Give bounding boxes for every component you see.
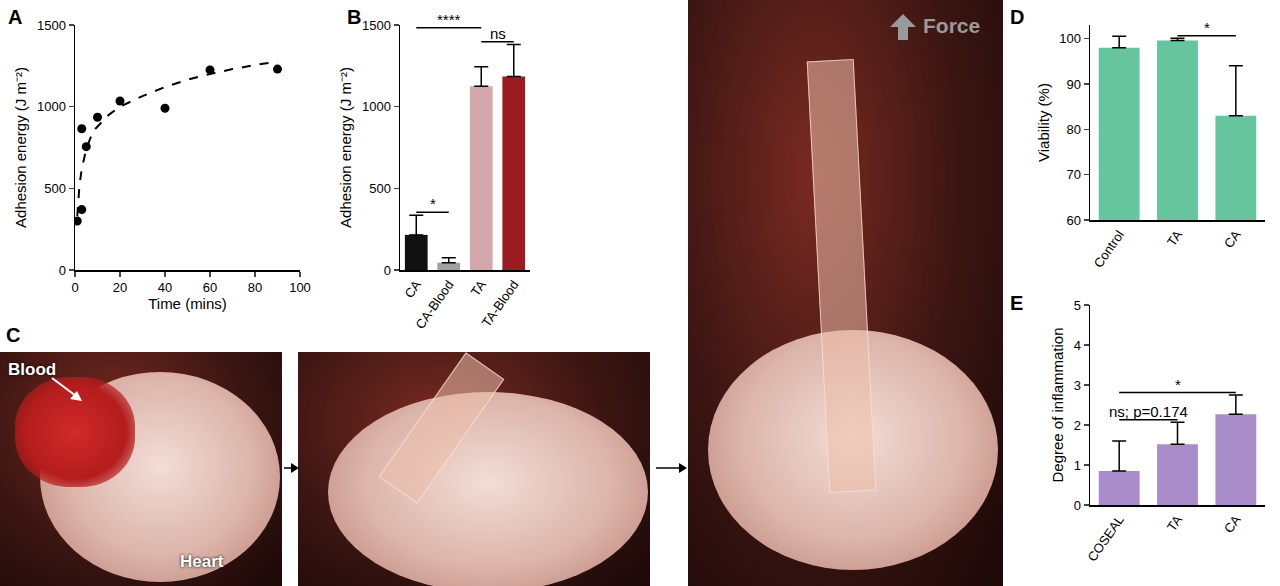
svg-text:TA: TA	[468, 277, 489, 299]
svg-text:D: D	[1010, 6, 1024, 28]
svg-text:0: 0	[71, 280, 78, 295]
svg-text:0: 0	[1074, 498, 1081, 513]
svg-text:70: 70	[1066, 167, 1080, 182]
svg-text:60: 60	[203, 280, 217, 295]
svg-text:500: 500	[369, 181, 391, 196]
svg-text:1500: 1500	[37, 18, 66, 33]
html-text:C: C	[6, 324, 21, 346]
svg-text:B: B	[347, 6, 361, 28]
svg-text:3: 3	[1074, 378, 1081, 393]
svg-text:*: *	[1204, 19, 1210, 36]
svg-text:4: 4	[1074, 338, 1081, 353]
svg-text:*: *	[1175, 376, 1181, 393]
svg-text:TA: TA	[1164, 227, 1185, 249]
svg-text:****: ****	[437, 11, 461, 28]
svg-text:E: E	[1010, 292, 1023, 314]
svg-text:80: 80	[1066, 122, 1080, 137]
svg-text:20: 20	[113, 280, 127, 295]
svg-text:Adhesion energy (J m⁻²): Adhesion energy (J m⁻²)	[12, 67, 29, 228]
svg-text:CA-Blood: CA-Blood	[412, 277, 456, 331]
svg-text:5: 5	[1074, 298, 1081, 313]
svg-text:60: 60	[1066, 213, 1080, 228]
html-text:Force: Force	[923, 14, 981, 37]
svg-text:1500: 1500	[362, 18, 391, 33]
svg-text:0: 0	[59, 263, 66, 278]
html-text:Heart: Heart	[180, 552, 224, 571]
svg-text:TA-Blood: TA-Blood	[479, 277, 522, 329]
svg-text:CA: CA	[1221, 512, 1244, 536]
svg-text:Viability (%): Viability (%)	[1035, 83, 1052, 162]
svg-text:*: *	[430, 195, 436, 212]
svg-text:100: 100	[1059, 31, 1081, 46]
svg-text:ns: ns	[490, 25, 506, 42]
svg-text:CA: CA	[1221, 227, 1244, 251]
svg-text:CA: CA	[401, 277, 424, 301]
svg-text:100: 100	[289, 280, 311, 295]
svg-text:40: 40	[158, 280, 172, 295]
svg-text:2: 2	[1074, 418, 1081, 433]
html-text:Blood: Blood	[8, 360, 57, 379]
svg-text:80: 80	[248, 280, 262, 295]
svg-text:1: 1	[1074, 458, 1081, 473]
svg-text:500: 500	[44, 181, 66, 196]
svg-text:Control: Control	[1091, 227, 1127, 270]
svg-text:Time (mins): Time (mins)	[148, 295, 227, 312]
svg-text:COSEAL: COSEAL	[1084, 512, 1127, 564]
svg-text:1000: 1000	[362, 99, 391, 114]
svg-text:90: 90	[1066, 77, 1080, 92]
svg-text:ns; p=0.174: ns; p=0.174	[1109, 403, 1188, 420]
svg-text:TA: TA	[1164, 512, 1185, 534]
svg-text:0: 0	[384, 263, 391, 278]
svg-text:A: A	[8, 6, 22, 28]
svg-text:Degree of inflammation: Degree of inflammation	[1049, 327, 1066, 482]
svg-text:Adhesion energy (J m⁻²): Adhesion energy (J m⁻²)	[337, 67, 354, 228]
svg-text:1000: 1000	[37, 99, 66, 114]
